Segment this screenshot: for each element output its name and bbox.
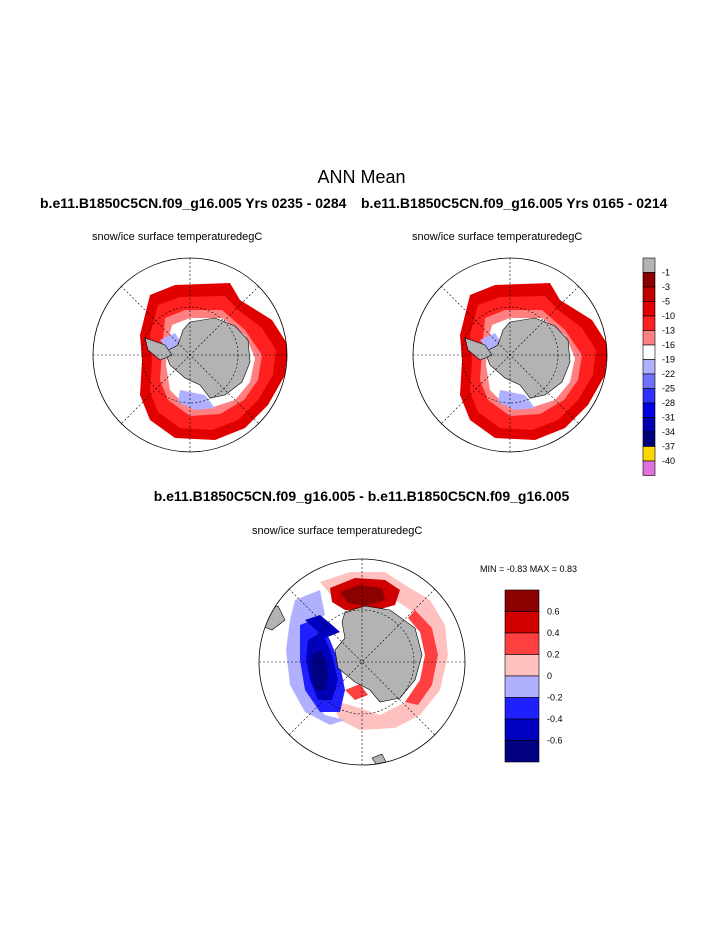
panel3-map [259, 559, 465, 765]
colorbar-diff-label: 0.6 [547, 607, 560, 617]
panel2-title: b.e11.B1850C5CN.f09_g16.005 Yrs 0165 - 0… [361, 195, 668, 211]
colorbar-main-box [642, 388, 656, 404]
colorbar-diff-box [504, 589, 540, 612]
main-title: ANN Mean [317, 167, 406, 187]
colorbar-main-box [642, 446, 656, 462]
panel3-title: b.e11.B1850C5CN.f09_g16.005 - b.e11.B185… [153, 488, 570, 504]
panel1-map-border [92, 257, 288, 453]
colorbar-diff-label: -0.6 [547, 736, 563, 746]
panel3-map-border [258, 558, 466, 766]
colorbar-main-label: -37 [662, 442, 675, 452]
colorbar-main-label: -1 [662, 268, 670, 278]
panel1-variable: snow/ice surface temperature [92, 231, 237, 243]
colorbar-main-box [642, 315, 656, 331]
colorbar-main-box [642, 330, 656, 346]
panel3-units: degC [396, 525, 423, 537]
diff-min-max: MIN = -0.83 MAX = 0.83 [480, 564, 578, 574]
colorbar-diff-label: 0.2 [547, 650, 560, 660]
panel3-variable: snow/ice surface temperature [252, 525, 397, 537]
colorbar-diff-box [504, 718, 540, 741]
colorbar-diff-box [504, 654, 540, 677]
panel2-gridlines [413, 258, 607, 452]
colorbar-main-label: -13 [662, 326, 675, 336]
colorbar-main-box [642, 373, 656, 389]
colorbar-main-box [642, 417, 656, 433]
colorbar-main-label: -34 [662, 427, 675, 437]
colorbar-main-label: -10 [662, 311, 675, 321]
colorbar-main-label: -3 [662, 282, 670, 292]
colorbar-main-box [642, 359, 656, 375]
panel1-units: degC [236, 231, 263, 243]
colorbar-diff: 0.6 0.4 0.2 0 -0.2 -0.4 -0.6 [504, 589, 563, 763]
colorbar-main-label: -28 [662, 398, 675, 408]
colorbar-diff-label: 0.4 [547, 628, 560, 638]
colorbar-diff-box [504, 632, 540, 655]
colorbar-diff-box [504, 675, 540, 698]
colorbar-diff-label: 0 [547, 671, 552, 681]
panel2-variable: snow/ice surface temperature [412, 231, 557, 243]
colorbar-diff-box [504, 740, 540, 763]
colorbar-main-label: -22 [662, 369, 675, 379]
colorbar-main-box [642, 431, 656, 447]
colorbar-main-label: -40 [662, 456, 675, 466]
colorbar-diff-label: -0.2 [547, 693, 563, 703]
colorbar-main-box [642, 257, 656, 273]
panel2-map-border [412, 257, 608, 453]
colorbar-diff-box [504, 697, 540, 720]
panel1-title: b.e11.B1850C5CN.f09_g16.005 Yrs 0235 - 0… [40, 195, 347, 211]
colorbar-main-label: -31 [662, 413, 675, 423]
colorbar-main: -1 -3 -5 -10 -13 -16 -19 -22 -25 -28 -31 -34 -37 -40 [642, 257, 675, 476]
colorbar-main-box [642, 272, 656, 288]
colorbar-diff-box [504, 611, 540, 634]
colorbar-main-label: -16 [662, 340, 675, 350]
panel3-gridlines [259, 559, 465, 765]
colorbar-diff-label: -0.4 [547, 714, 563, 724]
colorbar-main-box [642, 301, 656, 317]
colorbar-main-box [642, 402, 656, 418]
panel1-gridlines [93, 258, 287, 452]
colorbar-main-box [642, 460, 656, 476]
colorbar-main-label: -5 [662, 297, 670, 307]
colorbar-main-label: -19 [662, 355, 675, 365]
colorbar-main-box [642, 344, 656, 360]
colorbar-main-label: -25 [662, 384, 675, 394]
panel2-units: degC [556, 231, 583, 243]
colorbar-main-box [642, 286, 656, 302]
